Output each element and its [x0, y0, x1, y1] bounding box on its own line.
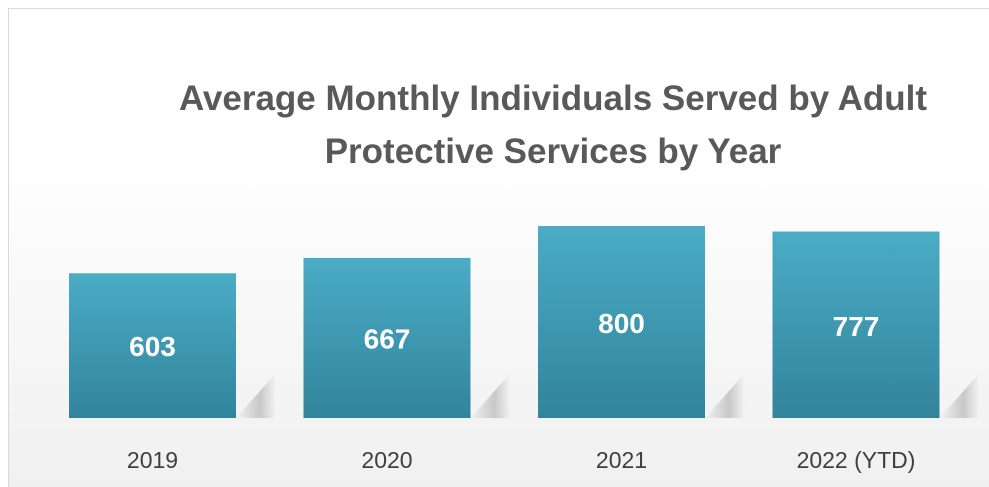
- data-label: 777: [833, 311, 880, 342]
- x-tick-label: 2021: [596, 447, 647, 473]
- bar: [303, 257, 471, 418]
- x-tick-label: 2022 (YTD): [797, 447, 916, 473]
- x-tick-label: 2020: [361, 447, 412, 473]
- bar: [538, 226, 705, 418]
- bar-shadow: [705, 373, 745, 418]
- bar-shadow: [939, 373, 980, 418]
- data-label: 667: [364, 324, 411, 355]
- bar: [69, 273, 236, 418]
- bar-shadow: [236, 373, 276, 418]
- bar: [772, 231, 940, 418]
- x-tick-label: 2019: [127, 447, 178, 473]
- bar-shadow: [470, 373, 511, 418]
- data-label: 603: [129, 331, 176, 362]
- chart-title: Average Monthly Individuals Served by Ad…: [178, 79, 928, 171]
- data-label: 800: [598, 308, 645, 339]
